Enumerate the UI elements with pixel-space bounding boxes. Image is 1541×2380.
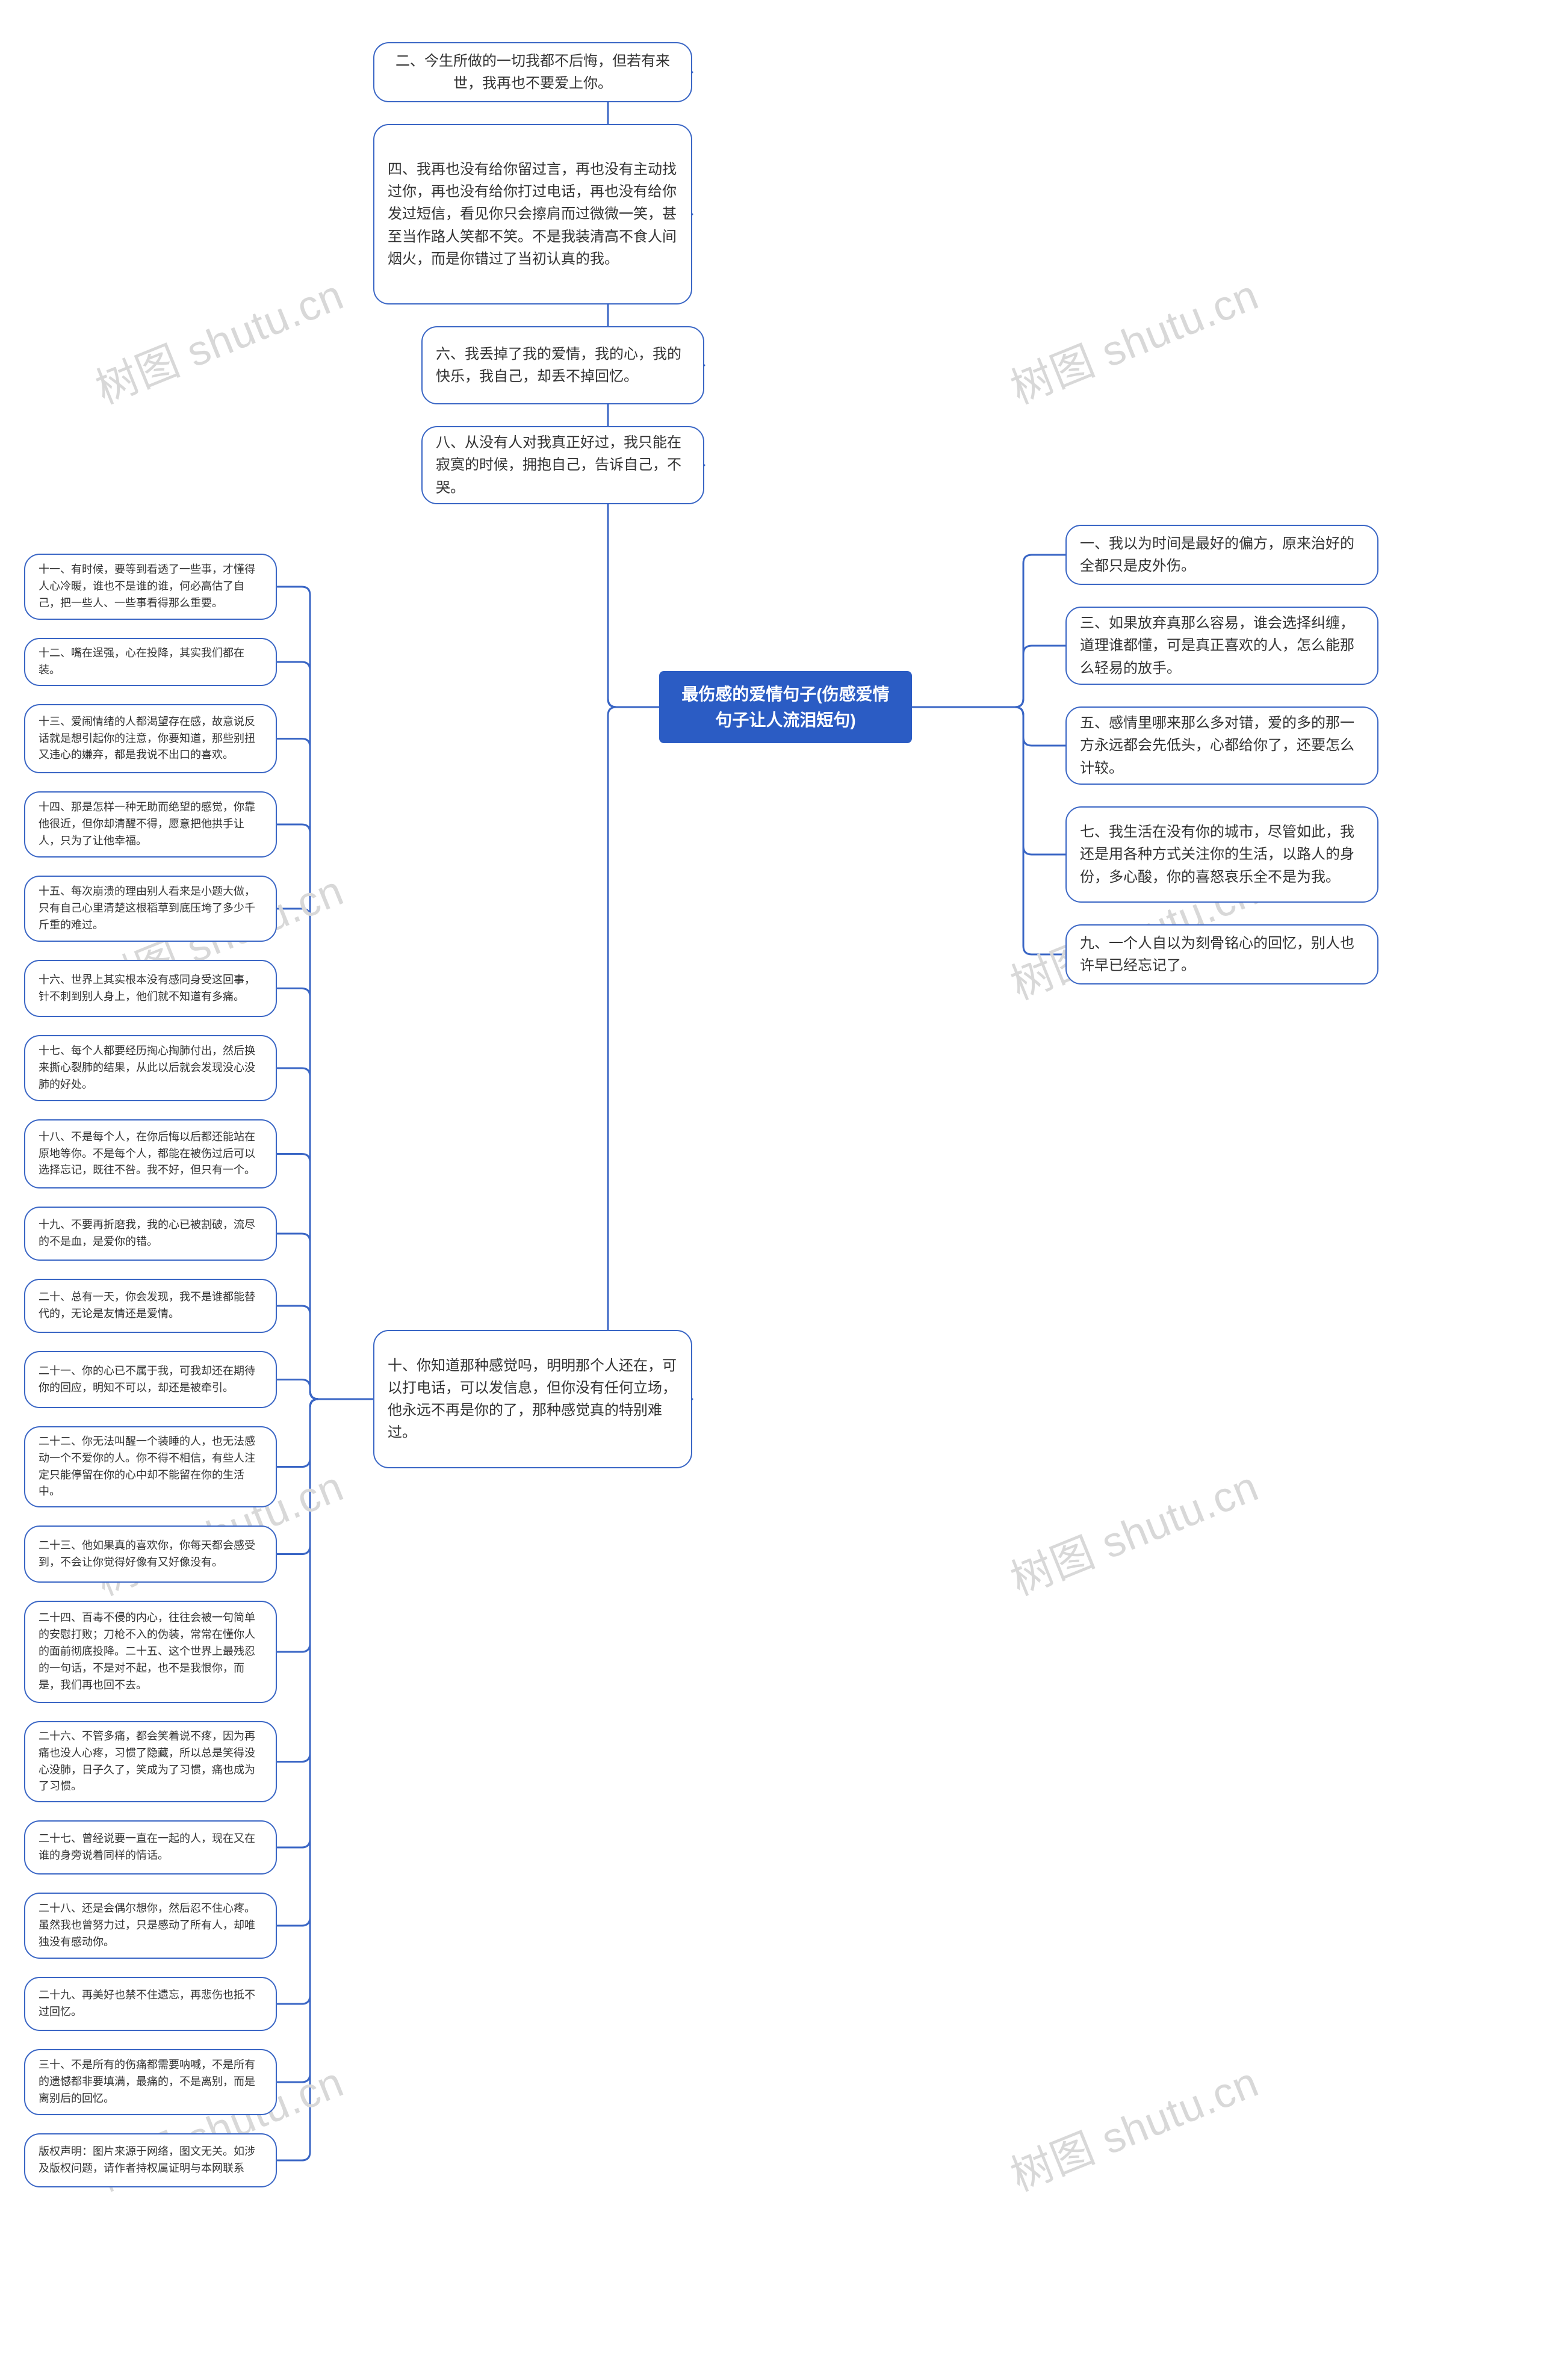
node-text: 十一、有时候，要等到看透了一些事，才懂得人心冷暖，谁也不是谁的谁，何必高估了自己… [39, 561, 262, 612]
node-n30: 三十、不是所有的伤痛都需要呐喊，不是所有的遗憾都非要填满，最痛的，不是离别，而是… [24, 2049, 277, 2115]
node-r5: 五、感情里哪来那么多对错，爱的多的那一方永远都会先低头，心都给你了，还要怎么计较… [1065, 706, 1378, 785]
node-n11: 十一、有时候，要等到看透了一些事，才懂得人心冷暖，谁也不是谁的谁，何必高估了自己… [24, 554, 277, 620]
node-text: 四、我再也没有给你留过言，再也没有主动找过你，再也没有给你打过电话，再也没有给你… [388, 158, 678, 270]
node-text: 十九、不要再折磨我，我的心已被割破，流尽的不是血，是爱你的错。 [39, 1217, 262, 1250]
node-n17: 十七、每个人都要经历掏心掏肺付出，然后换来撕心裂肺的结果，从此以后就会发现没心没… [24, 1035, 277, 1101]
node-r9: 九、一个人自以为刻骨铭心的回忆，别人也许早已经忘记了。 [1065, 924, 1378, 984]
node-text: 三、如果放弃真那么容易，谁会选择纠缠，道理谁都懂，可是真正喜欢的人，怎么能那么轻… [1080, 612, 1364, 679]
node-text: 三十、不是所有的伤痛都需要呐喊，不是所有的遗憾都非要填满，最痛的，不是离别，而是… [39, 2057, 262, 2107]
node-text: 七、我生活在没有你的城市，尽管如此，我还是用各种方式关注你的生活，以路人的身份，… [1080, 821, 1364, 888]
node-l10: 十、你知道那种感觉吗，明明那个人还在，可以打电话，可以发信息，但你没有任何立场，… [373, 1330, 692, 1468]
node-n13: 十三、爱闹情绪的人都渴望存在感，故意说反话就是想引起你的注意，你要知道，那些别扭… [24, 704, 277, 773]
node-r1: 一、我以为时间是最好的偏方，原来治好的全都只是皮外伤。 [1065, 525, 1378, 585]
node-ncopy: 版权声明：图片来源于网络，图文无关。如涉及版权问题，请作者持权属证明与本网联系 [24, 2133, 277, 2187]
node-text: 二十、总有一天，你会发现，我不是谁都能替代的，无论是友情还是爱情。 [39, 1289, 262, 1323]
watermark: 树图 shutu.cn [1000, 261, 1266, 416]
node-text: 十五、每次崩溃的理由别人看来是小题大做，只有自己心里清楚这根稻草到底压垮了多少千… [39, 883, 262, 934]
node-n27: 二十七、曾经说要一直在一起的人，现在又在谁的身旁说着同样的情话。 [24, 1820, 277, 1875]
node-n28: 二十八、还是会偶尔想你，然后忍不住心疼。虽然我也曾努力过，只是感动了所有人，却唯… [24, 1893, 277, 1959]
node-text: 十、你知道那种感觉吗，明明那个人还在，可以打电话，可以发信息，但你没有任何立场，… [388, 1355, 678, 1444]
node-n20: 二十、总有一天，你会发现，我不是谁都能替代的，无论是友情还是爱情。 [24, 1279, 277, 1333]
node-text: 版权声明：图片来源于网络，图文无关。如涉及版权问题，请作者持权属证明与本网联系 [39, 2144, 262, 2177]
node-text: 二、今生所做的一切我都不后悔，但若有来世，我再也不要爱上你。 [388, 50, 678, 94]
node-text: 二十八、还是会偶尔想你，然后忍不住心疼。虽然我也曾努力过，只是感动了所有人，却唯… [39, 1900, 262, 1951]
node-text: 六、我丢掉了我的爱情，我的心，我的快乐，我自己，却丢不掉回忆。 [436, 343, 690, 388]
node-text: 一、我以为时间是最好的偏方，原来治好的全都只是皮外伤。 [1080, 533, 1364, 577]
node-text: 二十四、百毒不侵的内心，往往会被一句简单的安慰打败；刀枪不入的伪装，常常在懂你人… [39, 1610, 262, 1693]
node-r3: 三、如果放弃真那么容易，谁会选择纠缠，道理谁都懂，可是真正喜欢的人，怎么能那么轻… [1065, 607, 1378, 685]
node-l2: 二、今生所做的一切我都不后悔，但若有来世，我再也不要爱上你。 [373, 42, 692, 102]
node-n22: 二十二、你无法叫醒一个装睡的人，也无法感动一个不爱你的人。你不得不相信，有些人注… [24, 1426, 277, 1507]
watermark: 树图 shutu.cn [85, 261, 351, 416]
node-text: 十六、世界上其实根本没有感同身受这回事，针不刺到别人身上，他们就不知道有多痛。 [39, 972, 262, 1006]
node-text: 二十二、你无法叫醒一个装睡的人，也无法感动一个不爱你的人。你不得不相信，有些人注… [39, 1433, 262, 1501]
node-n23: 二十三、他如果真的喜欢你，你每天都会感受到，不会让你觉得好像有又好像没有。 [24, 1525, 277, 1583]
node-text: 十三、爱闹情绪的人都渴望存在感，故意说反话就是想引起你的注意，你要知道，那些别扭… [39, 714, 262, 764]
node-text: 最伤感的爱情句子(伤感爱情句子让人流泪短句) [674, 681, 898, 734]
node-n15: 十五、每次崩溃的理由别人看来是小题大做，只有自己心里清楚这根稻草到底压垮了多少千… [24, 876, 277, 942]
node-text: 五、感情里哪来那么多对错，爱的多的那一方永远都会先低头，心都给你了，还要怎么计较… [1080, 712, 1364, 779]
node-text: 二十九、再美好也禁不住遗忘，再悲伤也抵不过回忆。 [39, 1987, 262, 2021]
node-text: 八、从没有人对我真正好过，我只能在寂寞的时候，拥抱自己，告诉自己，不哭。 [436, 431, 690, 499]
node-n14: 十四、那是怎样一种无助而绝望的感觉，你靠他很近，但你却清醒不得，愿意把他拱手让人… [24, 791, 277, 858]
node-text: 二十六、不管多痛，都会笑着说不疼，因为再痛也没人心疼，习惯了隐藏，所以总是笑得没… [39, 1728, 262, 1796]
node-l8: 八、从没有人对我真正好过，我只能在寂寞的时候，拥抱自己，告诉自己，不哭。 [421, 426, 704, 504]
node-n12: 十二、嘴在逞强，心在投降，其实我们都在装。 [24, 638, 277, 686]
watermark: 树图 shutu.cn [1000, 1453, 1266, 1607]
node-text: 二十三、他如果真的喜欢你，你每天都会感受到，不会让你觉得好像有又好像没有。 [39, 1538, 262, 1571]
node-n19: 十九、不要再折磨我，我的心已被割破，流尽的不是血，是爱你的错。 [24, 1207, 277, 1261]
node-r7: 七、我生活在没有你的城市，尽管如此，我还是用各种方式关注你的生活，以路人的身份，… [1065, 806, 1378, 903]
node-n21: 二十一、你的心已不属于我，可我却还在期待你的回应，明知不可以，却还是被牵引。 [24, 1351, 277, 1408]
node-text: 十二、嘴在逞强，心在投降，其实我们都在装。 [39, 645, 262, 679]
node-n26: 二十六、不管多痛，都会笑着说不疼，因为再痛也没人心疼，习惯了隐藏，所以总是笑得没… [24, 1721, 277, 1802]
node-text: 十四、那是怎样一种无助而绝望的感觉，你靠他很近，但你却清醒不得，愿意把他拱手让人… [39, 799, 262, 850]
node-n29: 二十九、再美好也禁不住遗忘，再悲伤也抵不过回忆。 [24, 1977, 277, 2031]
node-text: 九、一个人自以为刻骨铭心的回忆，别人也许早已经忘记了。 [1080, 932, 1364, 977]
node-text: 十八、不是每个人，在你后悔以后都还能站在原地等你。不是每个人，都能在被伤过后可以… [39, 1129, 262, 1179]
node-n18: 十八、不是每个人，在你后悔以后都还能站在原地等你。不是每个人，都能在被伤过后可以… [24, 1119, 277, 1188]
node-text: 二十一、你的心已不属于我，可我却还在期待你的回应，明知不可以，却还是被牵引。 [39, 1363, 262, 1397]
node-root: 最伤感的爱情句子(伤感爱情句子让人流泪短句) [659, 671, 912, 743]
node-text: 十七、每个人都要经历掏心掏肺付出，然后换来撕心裂肺的结果，从此以后就会发现没心没… [39, 1043, 262, 1093]
node-n24: 二十四、百毒不侵的内心，往往会被一句简单的安慰打败；刀枪不入的伪装，常常在懂你人… [24, 1601, 277, 1703]
node-n16: 十六、世界上其实根本没有感同身受这回事，针不刺到别人身上，他们就不知道有多痛。 [24, 960, 277, 1017]
mindmap-canvas: 树图 shutu.cn 树图 shutu.cn 树图 shutu.cn 树图 shut… [0, 0, 1541, 2380]
watermark: 树图 shutu.cn [1000, 2048, 1266, 2203]
node-text: 二十七、曾经说要一直在一起的人，现在又在谁的身旁说着同样的情话。 [39, 1831, 262, 1864]
node-l4: 四、我再也没有给你留过言，再也没有主动找过你，再也没有给你打过电话，再也没有给你… [373, 124, 692, 304]
node-l6: 六、我丢掉了我的爱情，我的心，我的快乐，我自己，却丢不掉回忆。 [421, 326, 704, 404]
